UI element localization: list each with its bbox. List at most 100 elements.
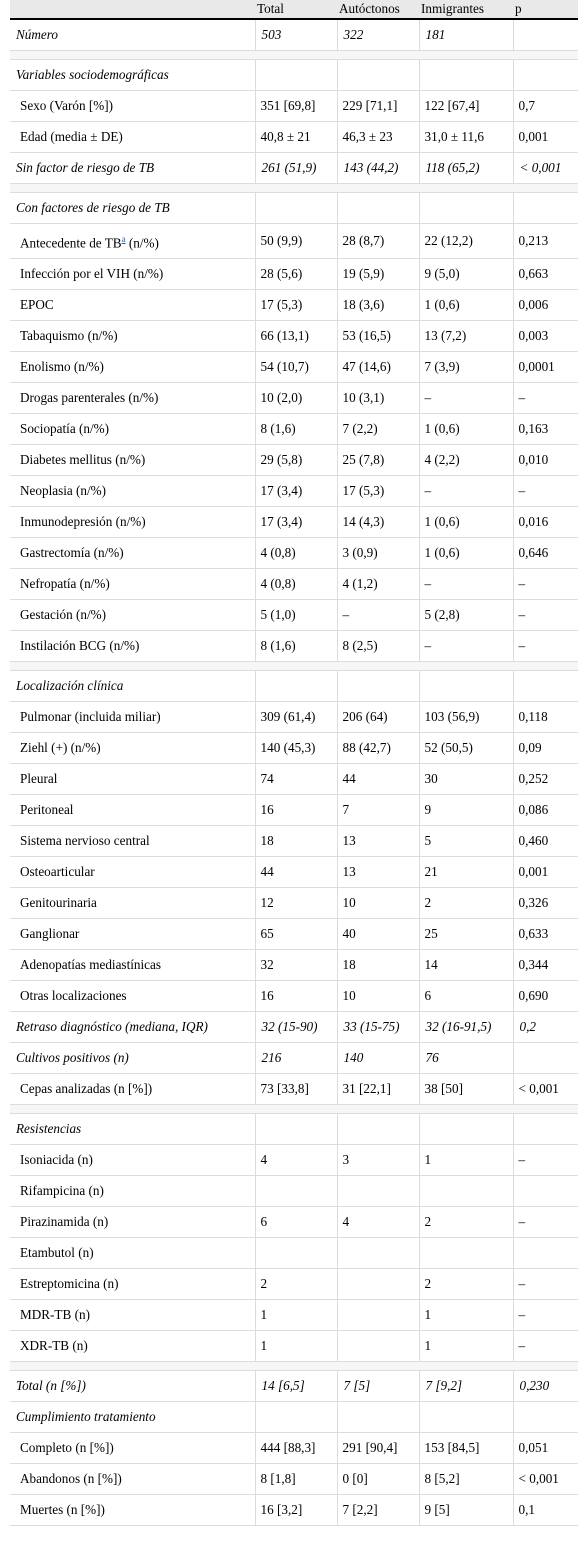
table-row: Pulmonar (incluida miliar) 309 (61,4) 206 … <box>10 701 578 734</box>
cell-inmigrantes: 1 <box>419 1144 514 1177</box>
table-row: Sociopatía (n/%) 8 (1,6) 7 (2,2) 1 (0,6) 0,1… <box>10 413 578 446</box>
cell-p: 0,1 <box>513 1494 578 1527</box>
spacer-row <box>10 183 578 193</box>
row-label-text: Retraso diagnóstico (mediana, IQR) <box>16 1019 208 1035</box>
row-label-text: Variables sociodemográficas <box>16 67 169 82</box>
row-label: Sin factor de riesgo de TB <box>10 152 256 184</box>
table-row: Infección por el VIH (n/%) 28 (5,6) 19 (5,… <box>10 258 578 291</box>
row-label: Antecedente de TBa (n/%) <box>10 223 256 260</box>
row-label: Pleural <box>10 763 256 796</box>
cell-autoctonos: 46,3 ± 23 <box>337 121 420 153</box>
table-row: Edad (media ± DE) 40,8 ± 21 46,3 ± 23 31,0 … <box>10 121 578 153</box>
cell-total <box>255 1237 338 1270</box>
row-label: Variables sociodemográficas <box>10 59 256 91</box>
row-label: Estreptomicina (n) <box>10 1268 256 1301</box>
cell-total: 140 (45,3) <box>255 732 338 765</box>
row-label: Gastrectomía (n/%) <box>10 537 256 570</box>
row-label-text: Abandonos (n [%]) <box>20 1471 122 1487</box>
cell-p: 0,016 <box>513 506 578 539</box>
table-row: Estreptomicina (n) 2 2– <box>10 1268 578 1301</box>
row-label-text: Genitourinaria <box>20 895 97 911</box>
row-label: Abandonos (n [%]) <box>10 1463 256 1496</box>
row-label-text: Total (n [%]) <box>16 1378 86 1394</box>
table-row: Adenopatías mediastínicas 32 18 14 0,344 <box>10 949 578 982</box>
cell-p: 0,118 <box>513 701 578 734</box>
cell-total <box>255 1113 338 1146</box>
row-label-text: Con factores de riesgo de TB <box>16 200 170 215</box>
cell-total <box>255 59 338 91</box>
table-row: EPOC 17 (5,3) 18 (3,6) 1 (0,6) 0,006 <box>10 289 578 322</box>
row-label: Adenopatías mediastínicas <box>10 949 256 982</box>
row-label: Rifampicina (n) <box>10 1175 256 1208</box>
cell-p: 0,460 <box>513 825 578 858</box>
cell-inmigrantes: 1 <box>419 1299 514 1332</box>
row-label: Total (n [%]) <box>10 1370 256 1403</box>
cell-inmigrantes: 9 <box>419 794 514 827</box>
spacer-row <box>10 1361 578 1372</box>
cell-autoctonos <box>337 1237 420 1270</box>
row-label: Enolismo (n/%) <box>10 351 256 384</box>
cell-total: 40,8 ± 21 <box>255 121 338 153</box>
row-label-text: Enolismo (n/%) <box>20 359 104 375</box>
table-row: Peritoneal 16 7 9 0,086 <box>10 794 578 827</box>
section-row: Variables sociodemográficas <box>10 59 578 91</box>
row-label: Edad (media ± DE) <box>10 121 256 153</box>
spacer-cell <box>10 1104 578 1115</box>
cell-inmigrantes: – <box>419 630 514 663</box>
cell-p: 0,663 <box>513 258 578 291</box>
cell-autoctonos: 25 (7,8) <box>337 444 420 477</box>
footnote-link[interactable]: a <box>121 234 126 244</box>
cell-total: 44 <box>255 856 338 889</box>
row-label-suffix: (n/%) <box>125 235 159 251</box>
table-row: Ganglionar 65 40 25 0,633 <box>10 918 578 951</box>
row-label-text: Neoplasia (n/%) <box>20 483 107 499</box>
cell-p: 0,163 <box>513 413 578 446</box>
cell-inmigrantes: 13 (7,2) <box>419 320 514 353</box>
cell-inmigrantes: 103 (56,9) <box>419 701 514 734</box>
cell-p: – <box>513 1299 578 1332</box>
table-row: Diabetes mellitus (n/%) 29 (5,8) 25 (7,8) 4… <box>10 444 578 477</box>
cell-inmigrantes: 32 (16-91,5) <box>419 1011 514 1044</box>
cell-autoctonos: 10 <box>337 980 420 1013</box>
section-row: Cultivos positivos (n) 216 140 76 <box>10 1042 578 1075</box>
row-label-text: Muertes (n [%]) <box>20 1502 105 1518</box>
cell-inmigrantes <box>419 192 514 224</box>
spacer-row <box>10 50 578 60</box>
row-label-text: Cumplimiento tratamiento <box>16 1409 156 1425</box>
row-label: Número <box>10 19 256 51</box>
table-row: Muertes (n [%]) 16 [3,2] 7 [2,2] 9 [5] 0,1 <box>10 1494 578 1527</box>
cell-total: 65 <box>255 918 338 951</box>
cell-p: – <box>513 568 578 601</box>
cell-p: 0,230 <box>513 1370 578 1403</box>
cell-total: 216 <box>255 1042 338 1075</box>
cell-total: 17 (5,3) <box>255 289 338 322</box>
row-label: MDR-TB (n) <box>10 1299 256 1332</box>
cell-autoctonos: 17 (5,3) <box>337 475 420 508</box>
cell-p: 0,010 <box>513 444 578 477</box>
cell-autoctonos: 8 (2,5) <box>337 630 420 663</box>
cell-p: 0,326 <box>513 887 578 920</box>
row-label-text: XDR-TB (n) <box>20 1338 88 1354</box>
table-row: Sexo (Varón [%]) 351 [69,8] 229 [71,1] 122 … <box>10 90 578 122</box>
cell-inmigrantes: 4 (2,2) <box>419 444 514 477</box>
cell-inmigrantes: 2 <box>419 887 514 920</box>
cell-total: 4 (0,8) <box>255 568 338 601</box>
cell-inmigrantes: 5 (2,8) <box>419 599 514 632</box>
cell-inmigrantes <box>419 1401 514 1434</box>
cell-total: 50 (9,9) <box>255 223 338 260</box>
cell-p: – <box>513 1144 578 1177</box>
row-label-text: MDR-TB (n) <box>20 1307 90 1323</box>
cell-autoctonos: 4 (1,2) <box>337 568 420 601</box>
row-label: Osteoarticular <box>10 856 256 889</box>
footnote-sup: a <box>122 233 126 245</box>
row-label-text: Diabetes mellitus (n/%) <box>20 452 146 468</box>
cell-inmigrantes: 22 (12,2) <box>419 223 514 260</box>
cell-inmigrantes: 9 (5,0) <box>419 258 514 291</box>
cell-autoctonos: 88 (42,7) <box>337 732 420 765</box>
row-label-text: Tabaquismo (n/%) <box>20 328 118 344</box>
row-label-text: Sin factor de riesgo de TB <box>16 160 155 175</box>
cell-total: 351 [69,8] <box>255 90 338 122</box>
cell-inmigrantes <box>419 1113 514 1146</box>
header-cell-inmigrantes: Inmigrantes <box>419 0 513 20</box>
row-label: Cepas analizadas (n [%]) <box>10 1073 256 1106</box>
